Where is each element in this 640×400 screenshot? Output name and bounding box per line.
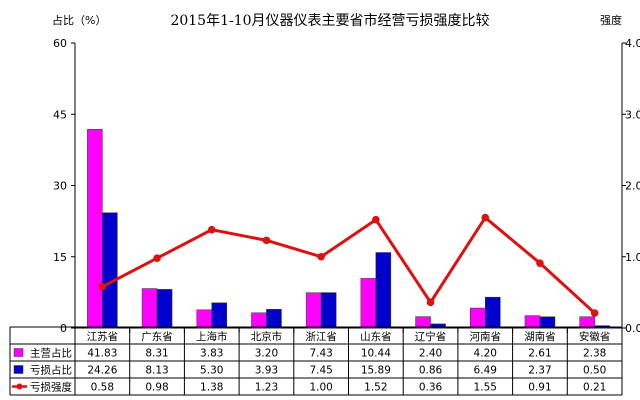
data-cell: 1.38 [200,382,223,394]
data-cell: 3.93 [255,365,278,377]
y2-tick-label: 0.00 [625,322,640,335]
data-cell: 6.49 [474,365,497,377]
line-point [590,309,599,317]
data-cell: 7.45 [309,365,332,377]
bar-loss [266,309,282,329]
data-cell: 3.20 [255,348,278,360]
y-tick-label: 30 [53,180,67,193]
line-point [426,298,435,307]
data-cell: 0.50 [583,365,606,377]
data-cell: 1.55 [474,382,497,394]
bar-loss [539,316,556,329]
legend-key-marker [16,383,23,390]
data-cell: 0.21 [583,382,606,394]
category-label: 江苏省 [87,330,119,343]
bar-main [251,312,267,329]
y2-tick-label: 4.00 [625,37,640,50]
y-tick-label: 0 [60,322,67,335]
line-point [317,252,325,261]
category-label: 安徽省 [579,330,611,343]
bar-loss [211,302,227,329]
data-cell: 2.61 [528,348,551,360]
data-cell: 8.31 [145,348,168,360]
bar-loss [156,289,173,329]
y-tick-label: 60 [53,37,67,50]
data-cell: 24.26 [87,365,117,377]
legend-label: 主营占比 [30,347,72,360]
data-cell: 15.89 [361,365,391,377]
y-tick-label: 45 [53,108,67,121]
bar-loss [320,292,337,329]
data-cell: 4.20 [474,348,497,360]
category-label: 浙江省 [305,330,337,343]
line-point [372,215,380,224]
category-label: 辽宁省 [415,330,447,343]
data-cell: 3.83 [200,348,223,360]
bar-main [470,307,486,329]
data-cell: 10.44 [361,348,391,360]
data-cell: 2.37 [528,365,551,377]
bar-loss [102,212,118,329]
data-cell: 1.00 [309,382,332,394]
y-axis-label: 占比（%） [52,13,106,27]
bar-main [305,292,322,329]
line-point [207,225,216,234]
category-label: 河南省 [470,330,502,343]
chart-title: 2015年1-10月仪器仪表主要省市经营亏损强度比较 [170,12,489,29]
category-label: 山东省 [360,330,392,343]
legend-label: 亏损占比 [30,364,72,377]
bar-main [141,288,158,329]
data-cell: 0.86 [419,365,443,377]
y2-tick-label: 1.00 [625,251,640,264]
data-cell: 8.13 [145,365,168,377]
legend-key [13,365,24,374]
data-cell: 1.23 [255,382,278,394]
bar-loss [485,296,501,329]
category-label: 北京市 [251,330,283,343]
legend-label: 亏损强度 [30,381,72,394]
legend-key [13,348,24,357]
line-point [481,213,490,222]
bar-loss [430,323,446,329]
bar-main [196,309,212,329]
data-cell: 0.58 [91,382,114,394]
data-cell: 7.43 [309,348,332,360]
y2-axis-label: 强度 [600,13,622,27]
line-point [536,259,544,267]
data-cell: 41.83 [87,348,117,360]
data-cell: 2.38 [583,348,606,360]
plot-area: 0 15 30 45 60 0.00 1.00 2.00 3.00 4.00 [53,37,640,335]
bar-main [524,315,541,329]
data-cell: 2.40 [419,348,442,360]
data-cell: 1.52 [364,382,387,394]
bar-main [87,129,103,329]
bar-loss [375,252,392,329]
category-label: 湖南省 [524,330,556,343]
data-cell: 5.30 [200,365,223,377]
data-cell: 0.36 [419,382,443,394]
data-cell: 0.91 [528,382,551,394]
line-point [262,236,271,245]
line-strength [101,215,596,315]
bar-main [415,316,431,329]
bar-main [579,316,595,329]
bar-main [360,278,377,329]
line-point [153,254,161,262]
y2-tick-label: 3.00 [625,108,640,121]
data-cell: 0.98 [145,382,168,394]
category-label: 广东省 [141,330,173,343]
category-label: 上海市 [196,330,228,343]
line-point [98,282,107,291]
y2-tick-label: 2.00 [625,180,640,193]
y-tick-label: 15 [53,251,67,264]
